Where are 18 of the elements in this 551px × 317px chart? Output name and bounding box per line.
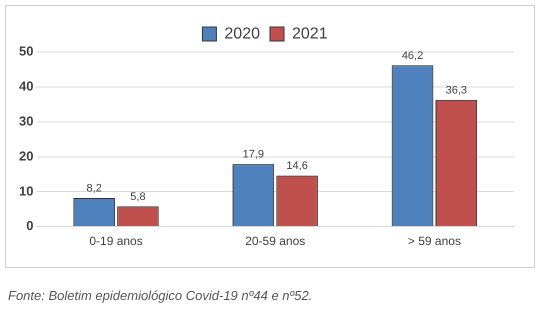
y-tick-label: 0 <box>26 218 34 234</box>
text: 5,8 <box>130 190 146 203</box>
y-tick-label: 30 <box>18 113 34 128</box>
x-tick-label: 0-19 anos <box>89 234 143 248</box>
legend-label: 2021 <box>292 25 328 42</box>
y-tick-label: 20 <box>18 148 34 164</box>
y-tick-label: 40 <box>18 78 34 94</box>
legend-label: 2020 <box>224 25 260 42</box>
text: 46,2 <box>402 50 424 62</box>
text: 36,3 <box>446 84 468 96</box>
y-tick-label: 10 <box>18 183 34 198</box>
text: 8,2 <box>86 182 102 194</box>
y-tick-label: 50 <box>18 44 34 59</box>
text: 14,6 <box>286 160 308 172</box>
x-tick-label: 20-59 anos <box>245 234 306 248</box>
text: 17,9 <box>242 148 264 161</box>
source-note: Fonte: Boletim epidemiológico Covid-19 nº44 e nº52. <box>8 288 312 303</box>
x-tick-label: > 59 anos <box>408 234 461 248</box>
